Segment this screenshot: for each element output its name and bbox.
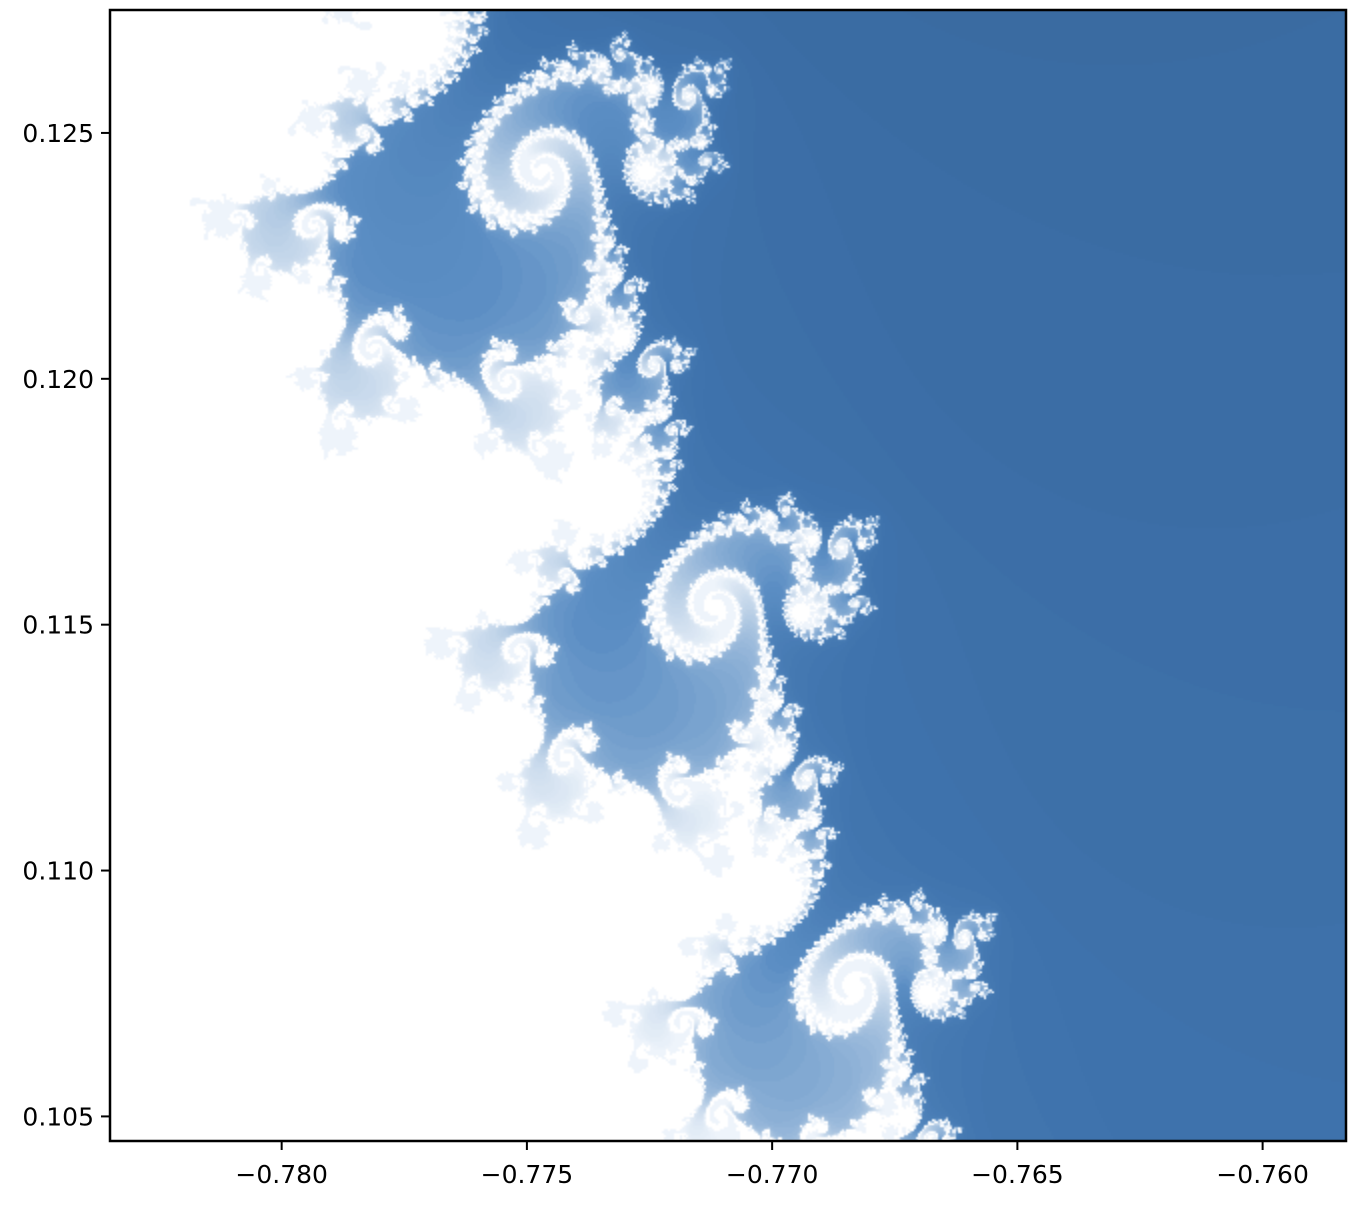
x-tick-label: −0.760	[1216, 1160, 1309, 1189]
y-tick-label: 0.120	[22, 365, 94, 394]
axes: −0.780 −0.775 −0.770 −0.765 −0.760 0.105 0.110…	[22, 119, 1308, 1189]
x-tick-label: −0.765	[971, 1160, 1064, 1189]
x-tick-label: −0.775	[481, 1160, 574, 1189]
plot-frame	[108, 8, 1348, 1143]
x-tick-label: −0.770	[726, 1160, 819, 1189]
plot-area	[110, 10, 1346, 1141]
y-tick-label: 0.125	[22, 119, 94, 148]
fractal-heatmap-image	[110, 10, 1346, 1141]
y-tick-label: 0.105	[22, 1102, 94, 1131]
x-tick-label: −0.780	[235, 1160, 328, 1189]
y-tick-label: 0.110	[22, 857, 94, 886]
y-tick-label: 0.115	[22, 611, 94, 640]
